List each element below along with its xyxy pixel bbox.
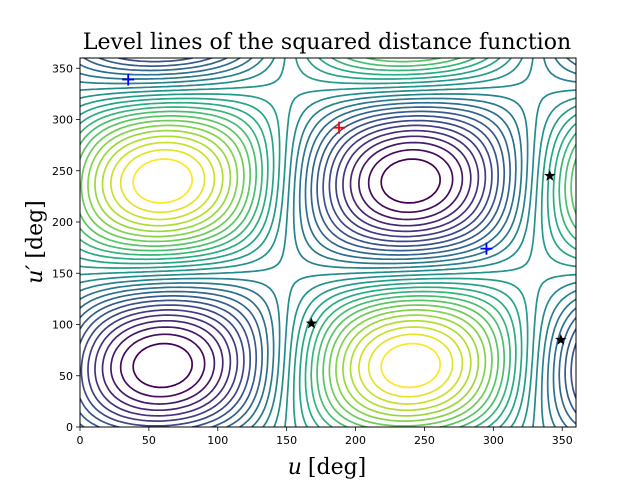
contour-level (94, 129, 480, 417)
contour-level (80, 58, 576, 427)
contour-level (80, 58, 576, 427)
x-tick-label: 250 (414, 434, 435, 447)
contour-level (80, 58, 576, 427)
contour-level (80, 58, 576, 427)
x-tick-label: 200 (345, 434, 366, 447)
contour-level (80, 58, 576, 427)
marker-layer (122, 73, 567, 345)
contour-level (80, 58, 576, 427)
red-plus-marker (333, 121, 346, 134)
x-axis-label: u [deg] (288, 455, 367, 480)
contour-level (132, 158, 441, 389)
x-tick-label: 50 (142, 434, 156, 447)
y-axis-unit: [deg] (23, 200, 48, 258)
y-tick-label: 250 (52, 165, 73, 178)
x-tick-label: 150 (276, 434, 297, 447)
contour-level (94, 129, 480, 417)
contour-lines (80, 58, 576, 427)
y-tick-label: 350 (52, 62, 73, 75)
contour-level (80, 58, 576, 427)
contour-level (101, 135, 472, 412)
star-marker (544, 169, 556, 181)
y-tick-label: 150 (52, 267, 73, 280)
contour-level (110, 141, 464, 405)
contour-level (80, 58, 576, 427)
contour-level (119, 148, 454, 398)
blue-plus-marker (480, 242, 493, 255)
contour-level (110, 141, 464, 405)
x-tick-label: 300 (483, 434, 504, 447)
contour-level (80, 58, 576, 427)
x-axis-variable: u (288, 455, 302, 480)
star-marker (555, 333, 567, 345)
blue-plus-marker (122, 73, 135, 86)
contour-level (80, 58, 576, 427)
x-axis-unit: [deg] (308, 455, 366, 480)
y-axis-variable: u′ (23, 265, 48, 284)
y-tick-label: 0 (66, 421, 73, 434)
y-axis: 0 50 100 150 200 250 300 350 (52, 62, 80, 434)
y-tick-label: 200 (52, 216, 73, 229)
contour-level (80, 58, 576, 427)
y-tick-label: 100 (52, 319, 73, 332)
x-tick-label: 0 (77, 434, 84, 447)
contour-level (101, 135, 472, 412)
contour-level (87, 124, 487, 422)
contour-level (80, 119, 493, 427)
y-tick-label: 50 (59, 370, 73, 383)
contour-level (132, 158, 441, 389)
chart-title: Level lines of the squared distance func… (83, 30, 571, 55)
contour-level (87, 124, 487, 422)
contour-level (80, 58, 576, 427)
x-tick-label: 350 (552, 434, 573, 447)
plot-frame (79, 57, 577, 428)
star-marker (305, 317, 318, 329)
x-tick-label: 100 (207, 434, 228, 447)
x-axis: 0 50 100 150 200 250 300 350 (77, 427, 573, 447)
y-axis-label: u′ [deg] (23, 200, 48, 284)
contour-level (80, 58, 576, 427)
contour-level (80, 58, 576, 427)
contour-level (80, 119, 493, 427)
y-tick-label: 300 (52, 114, 73, 127)
contour-level (119, 148, 454, 398)
